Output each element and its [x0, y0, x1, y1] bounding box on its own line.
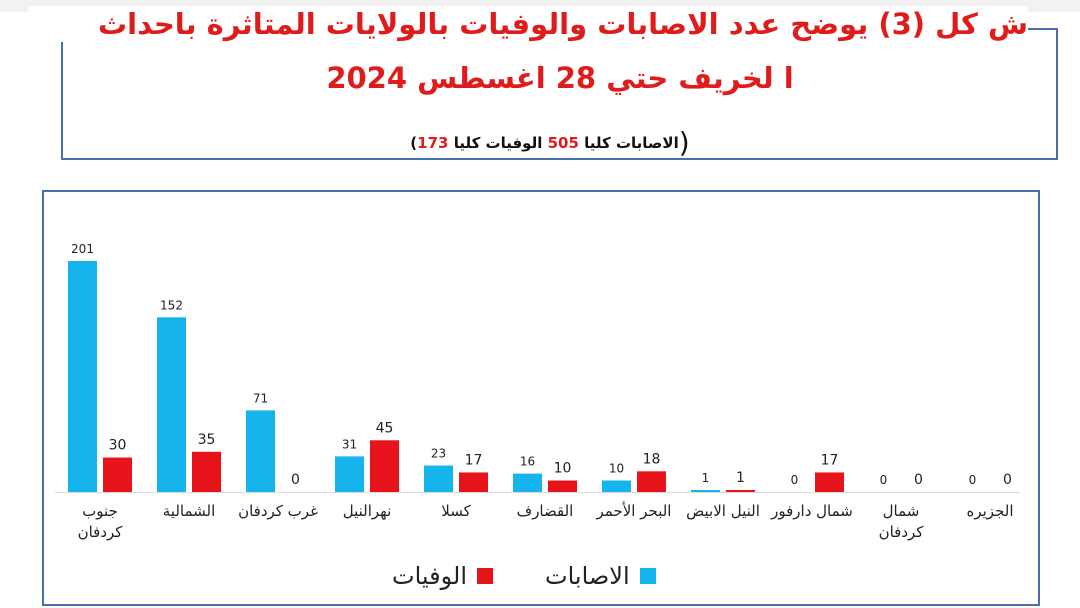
- data-label-injuries-2: 71: [253, 391, 268, 405]
- data-label-deaths-0: 30: [109, 438, 127, 454]
- data-label-injuries-6: 10: [609, 462, 624, 476]
- category-label-7: النيل الابيض: [686, 502, 760, 520]
- category-label-6: البحر الأحمر: [596, 501, 672, 520]
- data-label-deaths-1: 35: [198, 432, 216, 448]
- bar-injuries-7: [691, 490, 720, 492]
- data-label-injuries-5: 16: [520, 455, 535, 469]
- data-label-deaths-7: 1: [736, 470, 745, 486]
- deaths-legend-swatch: [477, 568, 493, 584]
- bar-deaths-3: [370, 440, 399, 492]
- data-label-deaths-2: 0: [291, 472, 300, 488]
- category-label-1: الشمالية: [163, 502, 216, 520]
- category-label-0: جنوب: [82, 502, 118, 520]
- data-label-injuries-10: 0: [969, 473, 977, 487]
- category-label-9: كردفان: [879, 523, 925, 541]
- chart-frame: [42, 190, 1040, 606]
- bar-injuries-1: [157, 317, 186, 492]
- data-label-injuries-9: 0: [880, 473, 888, 487]
- bar-deaths-0: [103, 457, 132, 492]
- category-label-9: شمال: [883, 502, 920, 520]
- bar-injuries-2: [246, 410, 275, 492]
- title-box: [61, 28, 1058, 160]
- data-label-injuries-8: 0: [791, 473, 799, 487]
- chart-title-line2: ا لخريف حتي 28 اغسطس 2024: [326, 61, 794, 95]
- category-label-5: القضارف: [517, 502, 574, 520]
- deaths-legend-label: الوفيات: [392, 562, 467, 590]
- bar-injuries-0: [68, 261, 97, 492]
- injuries-legend-label: الاصابات: [545, 562, 630, 590]
- injuries-total-label: الاصابات كليا: [584, 134, 679, 152]
- bar-deaths-1: [192, 451, 221, 492]
- legend-item-deaths: الوفيات: [392, 560, 493, 592]
- data-label-injuries-1: 152: [160, 298, 183, 312]
- category-label-4: كسلا: [441, 502, 471, 520]
- deaths-total-label: الوفيات كليا: [453, 134, 543, 152]
- injuries-total-value: 505: [547, 134, 579, 152]
- chart-title-line1: ش كل (3) يوضح عدد الاصابات والوفيات بالو…: [28, 6, 1028, 42]
- injuries-legend-swatch: [639, 568, 656, 584]
- bar-injuries-5: [513, 473, 542, 492]
- data-label-deaths-8: 17: [821, 452, 839, 468]
- category-label-8: شمال دارفور: [770, 502, 853, 520]
- bar-deaths-8: [815, 472, 844, 492]
- bar-deaths-6: [637, 471, 666, 492]
- data-label-injuries-0: 201: [71, 242, 94, 256]
- data-label-deaths-3: 45: [376, 420, 394, 436]
- summary-open-paren: (: [678, 126, 690, 159]
- category-label-0: كردفان: [78, 523, 124, 541]
- bar-injuries-6: [602, 480, 631, 492]
- bar-injuries-4: [424, 465, 453, 492]
- data-label-injuries-4: 23: [431, 447, 446, 461]
- data-label-injuries-7: 1: [702, 471, 710, 485]
- data-label-deaths-10: 0: [1003, 472, 1012, 488]
- bar-deaths-7: [726, 490, 755, 492]
- data-label-deaths-6: 18: [643, 451, 661, 467]
- data-label-deaths-4: 17: [465, 452, 483, 468]
- data-label-injuries-3: 31: [342, 437, 357, 451]
- bar-deaths-5: [548, 480, 577, 492]
- totals-summary: (الاصابات كليا 505 الوفيات كليا 173): [350, 126, 750, 159]
- category-label-3: نهرالنيل: [343, 502, 392, 520]
- bar-deaths-4: [459, 472, 488, 492]
- category-label-10: الجزيره: [966, 502, 1013, 520]
- data-label-deaths-9: 0: [914, 472, 923, 488]
- bar-injuries-3: [335, 456, 364, 492]
- summary-close-paren: ): [410, 134, 418, 152]
- category-label-2: غرب كردفان: [238, 502, 318, 520]
- legend-item-injuries: الاصابات: [545, 560, 656, 592]
- data-label-deaths-5: 10: [554, 461, 572, 477]
- deaths-total-value: 173: [417, 134, 449, 152]
